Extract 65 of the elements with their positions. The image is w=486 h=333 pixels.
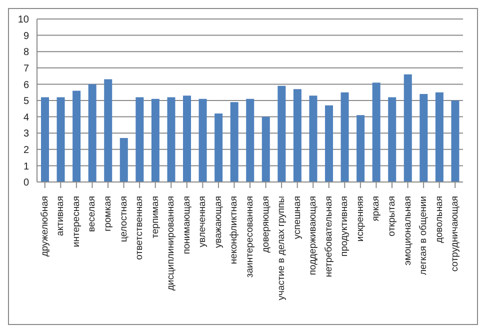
x-tick-label: громкая	[102, 196, 114, 232]
y-tick-label: 6	[23, 80, 30, 91]
x-tick-label: поддерживающая	[308, 196, 319, 276]
x-tick-label: активная	[55, 196, 66, 236]
bar	[420, 94, 428, 182]
x-tick-label: целостная	[118, 196, 130, 242]
x-tick-label: успешная	[292, 196, 303, 240]
x-tick-label: участие в делах группы	[276, 196, 288, 300]
x-tick-label: понимающая	[181, 196, 192, 254]
bar	[278, 86, 286, 182]
bar	[120, 138, 128, 182]
x-tick-label: уважающая	[212, 196, 224, 248]
bar	[230, 102, 238, 182]
x-tick-label: веселая	[86, 196, 98, 232]
bar	[41, 97, 49, 182]
bar	[88, 84, 96, 182]
bar	[167, 97, 176, 182]
x-tick-label: искренняя	[354, 196, 366, 242]
x-tick-label: продуктивная	[339, 196, 350, 256]
x-tick-label: заинтересованная	[244, 196, 256, 278]
bar	[72, 90, 81, 182]
bar	[183, 96, 191, 182]
bar	[451, 100, 460, 182]
x-tick-label: сотрудничающая	[450, 196, 461, 272]
x-tick-label: дружелюбная	[39, 196, 50, 257]
bar	[309, 96, 318, 182]
y-tick-label: 0	[23, 178, 30, 189]
y-tick-label: 9	[23, 30, 30, 42]
x-tick-label: ответственная	[134, 196, 146, 260]
bar	[388, 97, 396, 182]
bar	[325, 105, 333, 182]
bar	[246, 98, 254, 182]
bar	[104, 79, 112, 182]
y-tick-label: 10	[18, 14, 30, 26]
bar	[356, 115, 365, 182]
x-tick-label: довольная	[434, 196, 445, 244]
bar	[136, 97, 144, 182]
x-tick-label: терпимая	[150, 196, 161, 238]
x-tick-label: дисциплинированная	[166, 196, 177, 291]
bar	[262, 116, 270, 182]
bar	[404, 74, 412, 182]
bar	[340, 92, 349, 182]
y-tick-label: 8	[23, 47, 30, 58]
x-tick-label: яркая	[370, 196, 382, 222]
x-tick-label: открытая	[386, 196, 398, 236]
y-tick-label: 5	[23, 96, 30, 108]
y-tick-label: 2	[23, 144, 30, 156]
bar	[435, 92, 444, 182]
x-tick-label: доверяющая	[260, 196, 272, 253]
y-tick-label: 7	[23, 63, 30, 74]
bar	[214, 114, 223, 182]
bar	[293, 89, 302, 182]
bar	[56, 97, 65, 182]
bar	[372, 82, 380, 182]
y-tick-label: 4	[23, 112, 30, 124]
x-tick-label: легкая в общении	[418, 196, 430, 275]
x-tick-label: увлеченная	[197, 196, 208, 248]
y-tick-label: 3	[23, 128, 30, 140]
x-tick-label: нетребовательная	[323, 196, 334, 278]
x-tick-label: неконфликтная	[228, 196, 240, 264]
x-tick-label: интересная	[70, 196, 82, 248]
y-tick-label: 1	[23, 161, 30, 172]
bar	[198, 98, 207, 182]
bar	[151, 98, 160, 182]
x-tick-label: эмоциональная	[402, 196, 414, 266]
